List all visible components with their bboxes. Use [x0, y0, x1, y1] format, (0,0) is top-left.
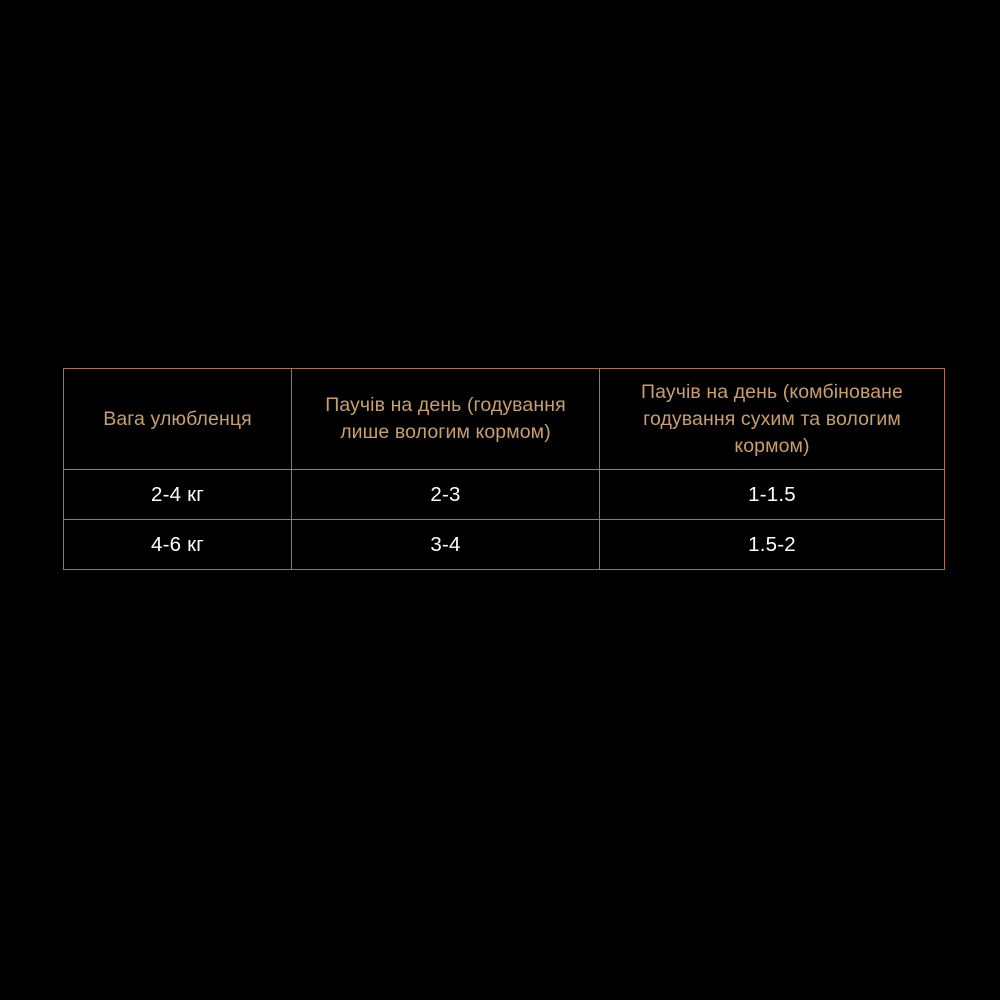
column-header-wet-only-label: Паучів на день (годування лише вологим к… [325, 394, 566, 443]
column-header-pet-weight-label: Вага улюбленця [103, 407, 252, 430]
cell-combined: 1.5-2 [599, 519, 945, 570]
cell-combined: 1-1.5 [599, 469, 945, 520]
cell-weight: 4-6 кг [63, 519, 292, 570]
feeding-guide-table: Вага улюбленця Паучів на день (годування… [63, 368, 945, 570]
table-header: Вага улюбленця Паучів на день (годування… [63, 368, 945, 470]
table-row: 2-4 кг 2-3 1-1.5 [63, 469, 945, 520]
column-header-combined: Паучів на день (комбіноване годування су… [599, 368, 945, 470]
column-header-combined-label: Паучів на день (комбіноване годування су… [641, 380, 903, 457]
cell-wet-only: 2-3 [291, 469, 600, 520]
cell-wet-only: 3-4 [291, 519, 600, 570]
table-body: 2-4 кг 2-3 1-1.5 4-6 кг 3-4 1.5-2 [63, 469, 945, 570]
table-header-row: Вага улюбленця Паучів на день (годування… [63, 368, 945, 470]
column-header-pet-weight: Вага улюбленця [63, 368, 292, 470]
cell-weight: 2-4 кг [63, 469, 292, 520]
table-row: 4-6 кг 3-4 1.5-2 [63, 519, 945, 570]
column-header-wet-only: Паучів на день (годування лише вологим к… [291, 368, 600, 470]
